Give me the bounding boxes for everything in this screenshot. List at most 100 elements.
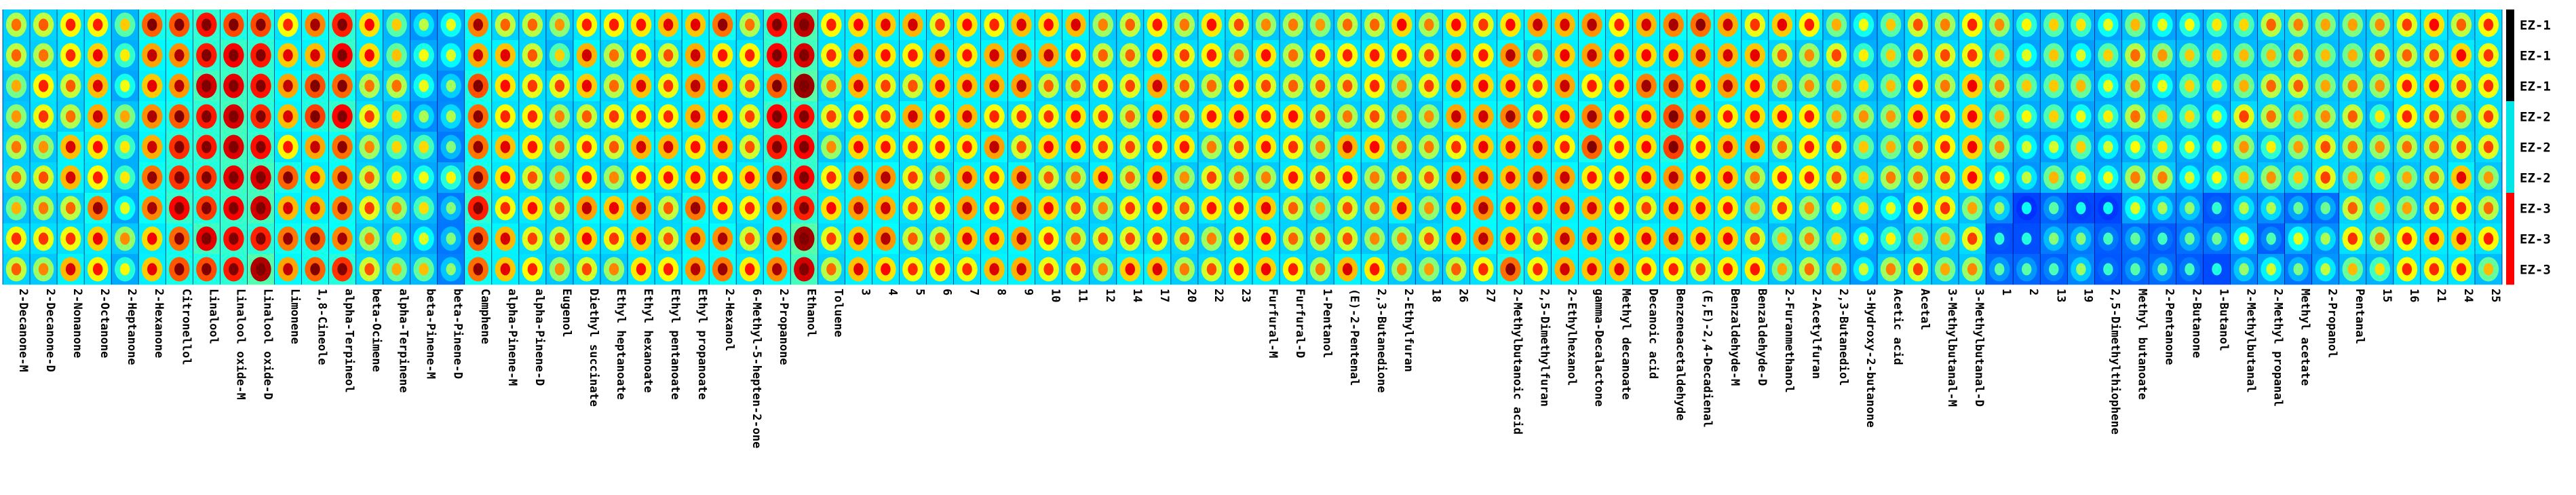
heatmap-cell-core bbox=[962, 18, 972, 31]
heatmap-cell-core bbox=[1695, 79, 1706, 92]
compound-label: Citronellol bbox=[179, 289, 193, 365]
heatmap-cell-core bbox=[2456, 18, 2467, 31]
heatmap-cell-core bbox=[1994, 232, 2005, 245]
heatmap-cell-core bbox=[1043, 79, 1054, 92]
heatmap-cell-core bbox=[1478, 18, 1488, 31]
heatmap-cell-core bbox=[310, 18, 320, 31]
heatmap-cell-core bbox=[1940, 110, 1950, 123]
heatmap-cell-core bbox=[1831, 202, 1842, 215]
heatmap-cell-core bbox=[1912, 202, 1923, 215]
heatmap-cell-core bbox=[1668, 141, 1678, 153]
heatmap-cell-core bbox=[1940, 79, 1950, 92]
heatmap-cell-core bbox=[1668, 18, 1678, 31]
heatmap-cell-core bbox=[609, 79, 619, 92]
heatmap-cell-core bbox=[581, 18, 592, 31]
heatmap-cell-core bbox=[174, 18, 185, 31]
heatmap-cell-core bbox=[2103, 79, 2113, 92]
heatmap-cell-core bbox=[1533, 202, 1543, 215]
heatmap-cell-core bbox=[1967, 171, 1978, 184]
heatmap-cell-core bbox=[663, 263, 674, 276]
heatmap-cell-core bbox=[1885, 141, 1896, 153]
heatmap-cell-core bbox=[1016, 49, 1026, 62]
heatmap-cell-core bbox=[2212, 141, 2222, 153]
heatmap-cell-core bbox=[2157, 232, 2168, 245]
heatmap-cell-core bbox=[1587, 263, 1597, 276]
heatmap-cell-core bbox=[1641, 263, 1651, 276]
heatmap-cell-core bbox=[1831, 49, 1842, 62]
heatmap-cell-core bbox=[527, 110, 538, 123]
heatmap-cell-core bbox=[446, 232, 456, 245]
heatmap-cell-core bbox=[1125, 171, 1136, 184]
heatmap-cell-core bbox=[1206, 263, 1217, 276]
heatmap-cell-core bbox=[1315, 171, 1326, 184]
heatmap-cell-core bbox=[1668, 263, 1678, 276]
heatmap-cell-core bbox=[310, 202, 320, 215]
heatmap-cell-core bbox=[256, 202, 266, 215]
heatmap-cell-core bbox=[1641, 171, 1651, 184]
heatmap-cell-core bbox=[853, 171, 864, 184]
heatmap-cell-core bbox=[1994, 110, 2005, 123]
heatmap-cell-core bbox=[1288, 263, 1299, 276]
heatmap-cell-core bbox=[554, 141, 565, 153]
heatmap-cell-core bbox=[11, 263, 22, 276]
heatmap-cell-core bbox=[1288, 141, 1299, 153]
heatmap-cell-core bbox=[1152, 141, 1163, 153]
heatmap-cell-core bbox=[1397, 49, 1407, 62]
heatmap-cell-core bbox=[581, 49, 592, 62]
compound-label: 12 bbox=[1103, 289, 1117, 302]
heatmap-cell-core bbox=[1912, 49, 1923, 62]
heatmap-cell-core bbox=[1261, 232, 1271, 245]
heatmap-cell-core bbox=[1397, 263, 1407, 276]
heatmap-cell-core bbox=[1750, 141, 1761, 153]
group-color-swatch bbox=[2506, 10, 2514, 41]
heatmap-cell-core bbox=[1723, 171, 1733, 184]
heatmap-cell-core bbox=[799, 202, 809, 215]
heatmap-cell-core bbox=[690, 18, 701, 31]
heatmap-cell-core bbox=[500, 141, 511, 153]
heatmap-cell-core bbox=[256, 263, 266, 276]
heatmap-cell-core bbox=[2185, 110, 2195, 123]
heatmap-cell-core bbox=[1478, 110, 1488, 123]
heatmap-cell-core bbox=[1614, 202, 1624, 215]
heatmap-cell-core bbox=[1342, 49, 1353, 62]
heatmap-cell-core bbox=[2483, 79, 2494, 92]
heatmap-cell-core bbox=[1967, 141, 1978, 153]
heatmap-cell-core bbox=[38, 18, 49, 31]
heatmap-cell-core bbox=[337, 232, 347, 245]
heatmap-cell-core bbox=[2320, 202, 2330, 215]
heatmap-cell-core bbox=[119, 49, 130, 62]
heatmap-cell-core bbox=[2049, 232, 2059, 245]
heatmap-cell-core bbox=[1804, 263, 1815, 276]
heatmap-cell-core bbox=[1071, 18, 1081, 31]
heatmap-cell-core bbox=[1912, 263, 1923, 276]
heatmap-cell-core bbox=[799, 79, 809, 92]
heatmap-cell-core bbox=[2456, 171, 2467, 184]
compound-label: Benzeneacetaldehyde bbox=[1674, 289, 1687, 420]
heatmap-cell-core bbox=[744, 141, 755, 153]
heatmap-cell-core bbox=[256, 141, 266, 153]
heatmap-cell-core bbox=[1451, 171, 1461, 184]
heatmap-cell-core bbox=[229, 171, 239, 184]
heatmap-cell-core bbox=[364, 110, 374, 123]
heatmap-cell-core bbox=[283, 141, 293, 153]
heatmap-cell-core bbox=[908, 49, 918, 62]
heatmap-cell-core bbox=[881, 171, 891, 184]
heatmap-cell-core bbox=[2185, 79, 2195, 92]
heatmap-cell-core bbox=[65, 18, 76, 31]
heatmap-cell-core bbox=[1614, 18, 1624, 31]
compound-label: 25 bbox=[2488, 289, 2502, 302]
heatmap-cell-core bbox=[527, 263, 538, 276]
heatmap-cell-core bbox=[1071, 232, 1081, 245]
heatmap-cell-core bbox=[799, 232, 809, 245]
heatmap-cell-core bbox=[1424, 110, 1434, 123]
heatmap-cell-core bbox=[2022, 141, 2032, 153]
heatmap-cell-core bbox=[1505, 79, 1516, 92]
heatmap-cell-core bbox=[2347, 202, 2358, 215]
heatmap-cell-core bbox=[65, 232, 76, 245]
heatmap-cell-core bbox=[201, 110, 212, 123]
heatmap-cell-core bbox=[1342, 18, 1353, 31]
heatmap-cell-core bbox=[2157, 171, 2168, 184]
heatmap-cell-core bbox=[310, 263, 320, 276]
heatmap-cell-core bbox=[935, 79, 945, 92]
heatmap-cell-core bbox=[2320, 18, 2330, 31]
